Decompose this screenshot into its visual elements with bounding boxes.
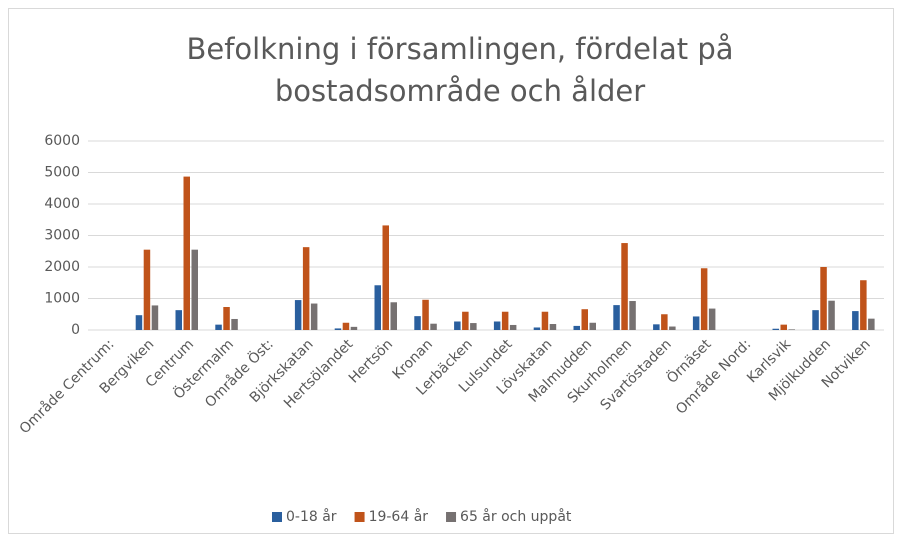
bar <box>350 326 358 330</box>
x-tick-label: Område Öst: <box>201 335 277 411</box>
bar <box>175 310 182 330</box>
bar <box>215 324 222 330</box>
bar <box>581 309 588 330</box>
bar <box>294 300 302 330</box>
bar <box>653 324 660 330</box>
bar <box>223 307 230 330</box>
bar <box>669 326 676 330</box>
chart-title: Befolkning i församlingen, fördelat på b… <box>186 32 734 108</box>
bar <box>708 308 716 330</box>
bar <box>183 176 190 330</box>
legend-label: 65 år och uppåt <box>460 508 572 525</box>
bar <box>772 328 779 330</box>
y-tick-label: 4000 <box>44 196 80 212</box>
bar <box>629 301 636 330</box>
bar <box>501 311 509 330</box>
bar <box>573 325 580 330</box>
y-tick-label: 5000 <box>44 165 80 181</box>
bar <box>470 323 477 330</box>
bar <box>143 249 151 330</box>
legend-label: 0-18 år <box>286 508 337 525</box>
bar <box>382 225 389 330</box>
bar <box>454 321 461 330</box>
bar <box>430 323 437 330</box>
bar <box>621 243 628 330</box>
bar <box>302 247 310 330</box>
bar <box>700 268 708 330</box>
chart-frame <box>8 8 894 534</box>
bar <box>613 305 620 330</box>
bar <box>788 329 795 330</box>
y-tick-label: 6000 <box>44 133 80 149</box>
bar <box>661 314 668 330</box>
bar <box>549 324 557 330</box>
y-tick-label: 2000 <box>44 259 80 275</box>
bar <box>191 249 198 330</box>
bar <box>462 311 469 330</box>
bar <box>342 322 350 330</box>
bar <box>231 318 238 330</box>
bar <box>812 310 819 330</box>
bar <box>422 299 429 330</box>
x-tick-label: Svartöstaden <box>597 336 674 413</box>
bar <box>151 305 159 330</box>
bar <box>509 324 517 330</box>
bar <box>780 324 787 330</box>
bar <box>310 303 318 330</box>
y-tick-label: 1000 <box>44 291 80 307</box>
x-tick-label: Hertsön <box>346 336 396 386</box>
bar <box>541 311 549 330</box>
bar <box>589 322 596 330</box>
y-tick-label: 0 <box>71 322 80 338</box>
bar <box>390 302 397 330</box>
bar <box>374 285 381 330</box>
legend-label: 19-64 år <box>369 508 429 525</box>
bar <box>860 280 867 330</box>
bar <box>135 315 143 330</box>
y-tick-label: 3000 <box>44 228 80 244</box>
legend-swatch <box>354 512 365 522</box>
bar <box>414 316 421 330</box>
legend-swatch <box>446 512 457 522</box>
bar <box>852 311 859 330</box>
bar <box>533 327 541 330</box>
bar <box>493 321 501 330</box>
bar <box>820 267 827 330</box>
bar <box>868 318 875 330</box>
bar <box>828 300 835 330</box>
legend-swatch <box>272 512 282 522</box>
bar <box>334 328 342 330</box>
bar <box>692 316 700 330</box>
x-tick-label: Hertsölandet <box>281 336 357 412</box>
